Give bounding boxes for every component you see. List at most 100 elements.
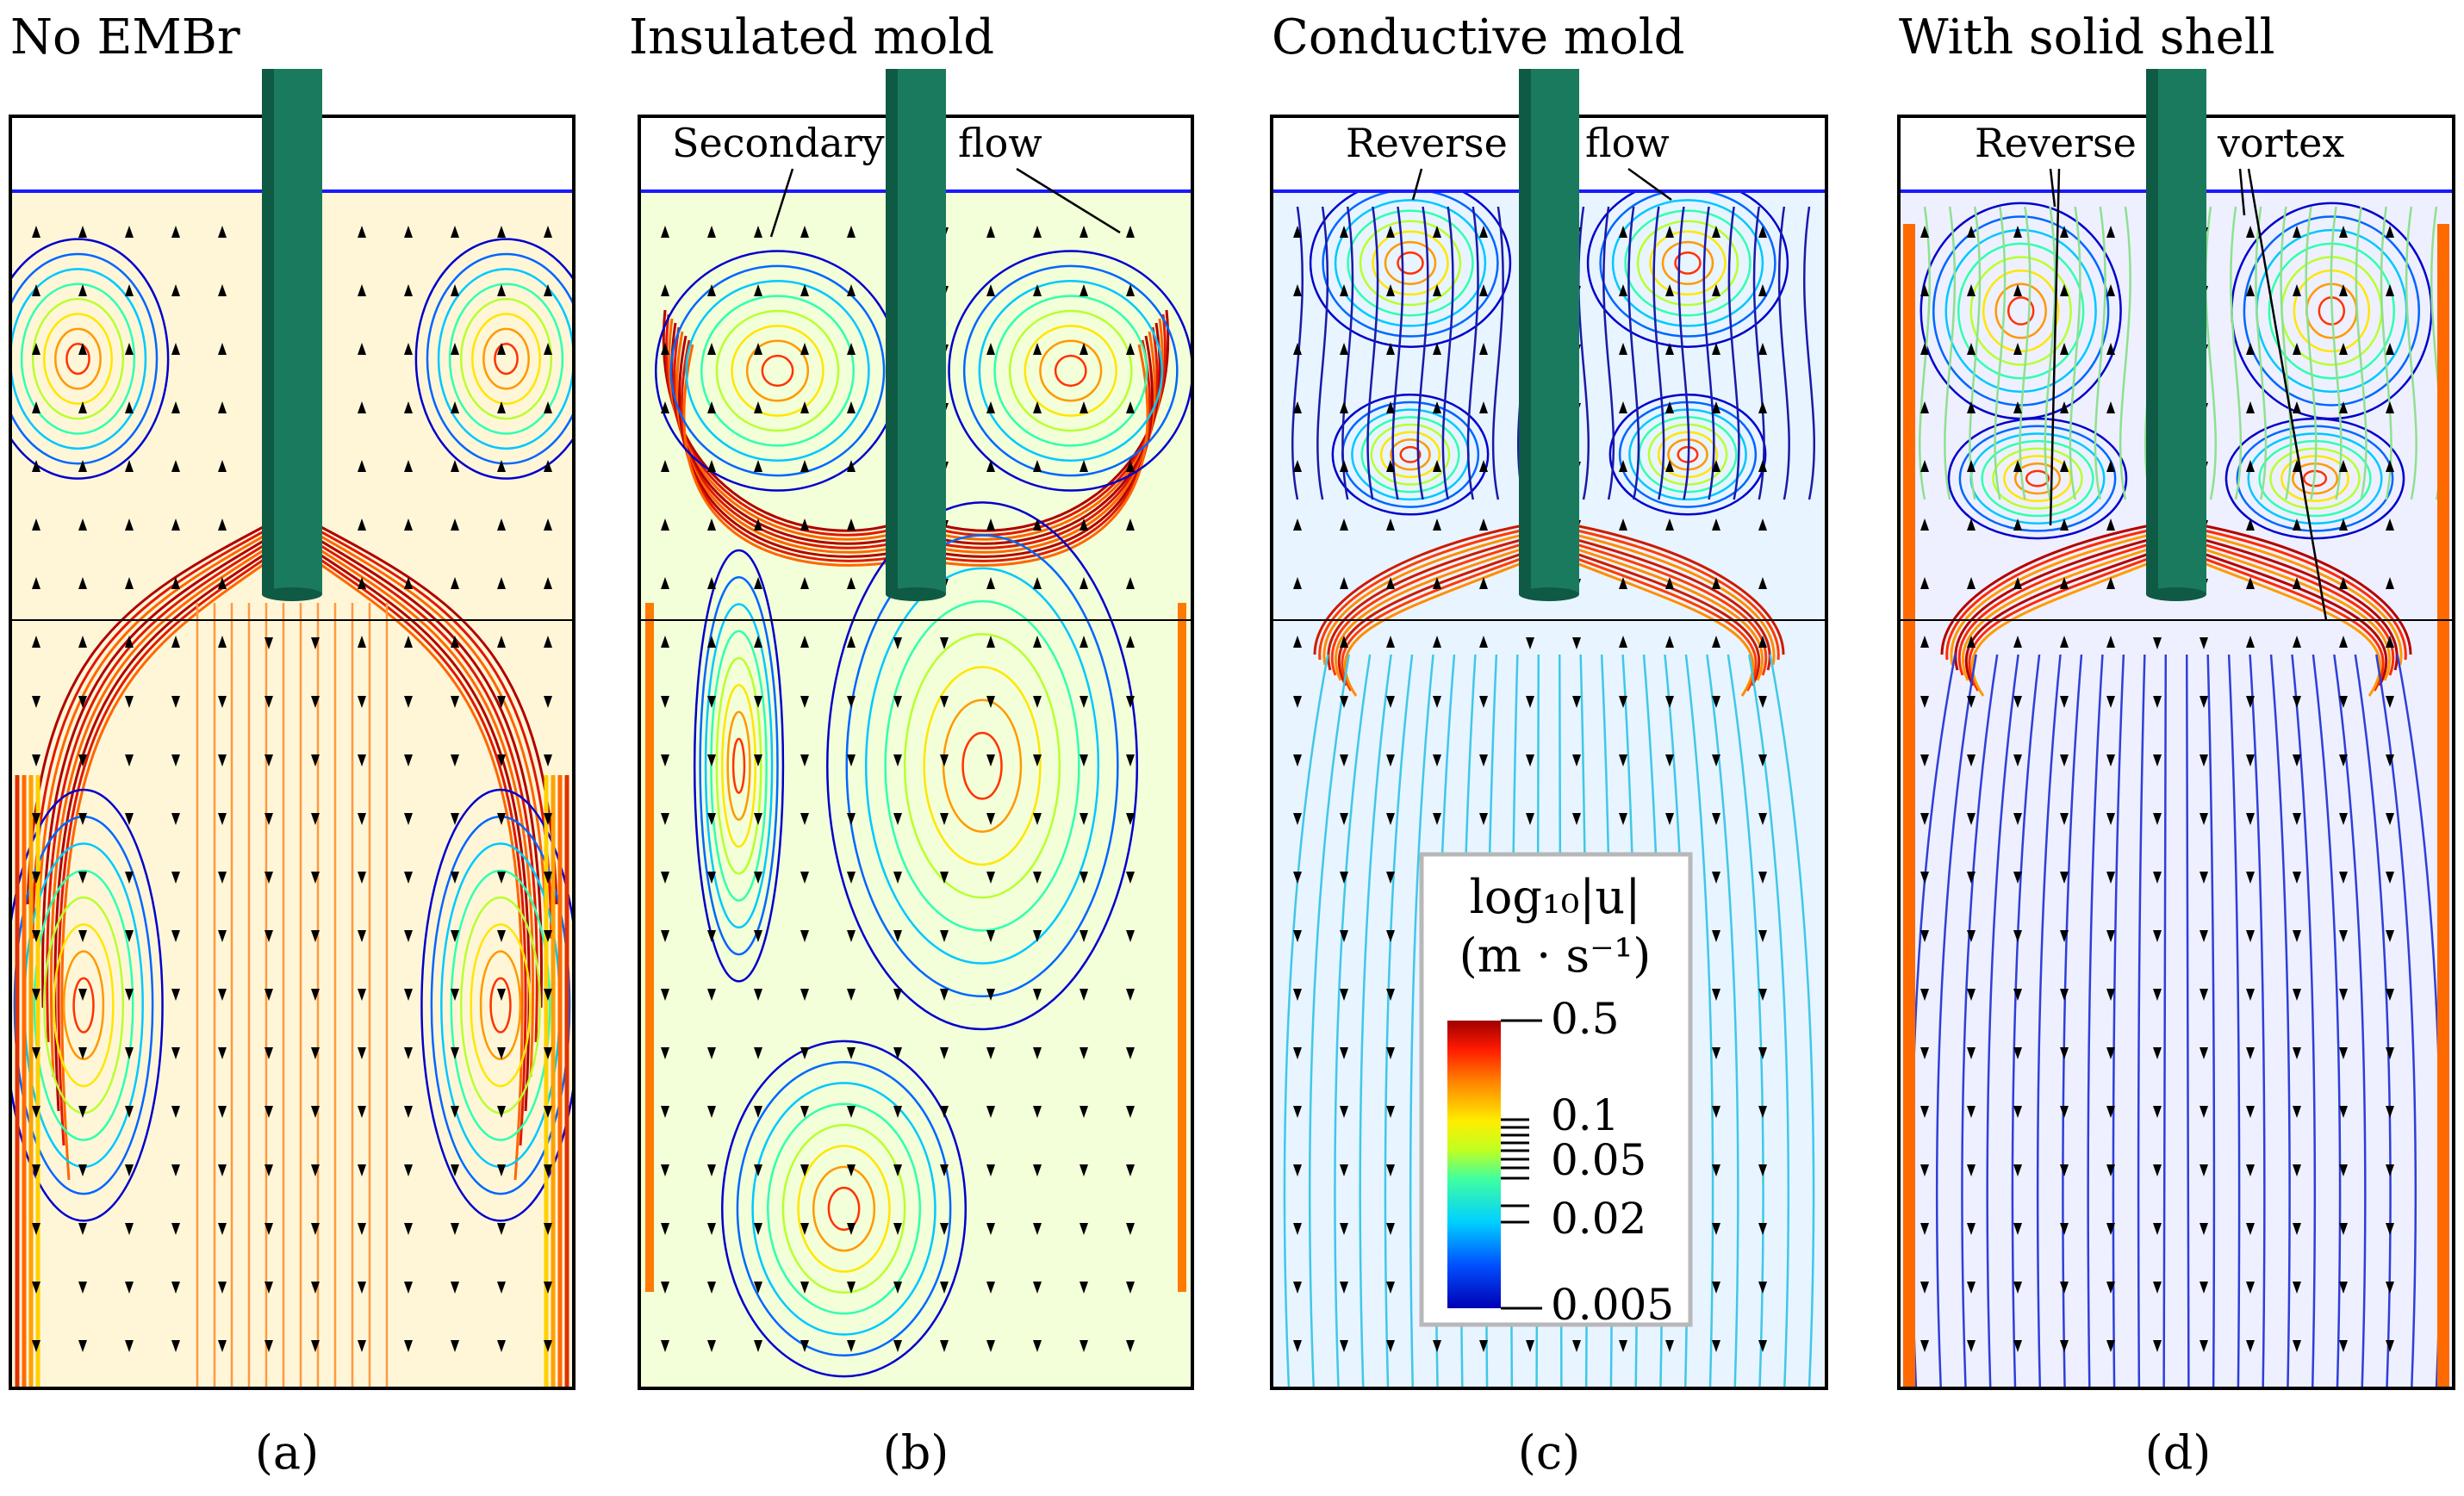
flow-arrow	[1433, 813, 1441, 825]
flow-arrow	[78, 226, 87, 238]
flow-arrow	[1572, 813, 1581, 825]
flow-arrow	[661, 696, 669, 708]
flow-arrow	[1080, 460, 1088, 472]
flow-arrow	[218, 930, 227, 942]
flow-arrow	[2246, 872, 2255, 884]
flow-arrow	[2106, 636, 2115, 648]
nozzle-shade	[262, 69, 274, 594]
flow-arrow	[2339, 1164, 2348, 1176]
flow-arrow	[125, 754, 134, 767]
flow-arrow	[800, 1164, 809, 1176]
flow-arrow	[2106, 284, 2115, 296]
flow-arrow	[358, 1106, 366, 1118]
vortex-ring	[2003, 455, 2072, 502]
flow-arrow	[1340, 1106, 1348, 1118]
flow-arrow	[125, 518, 134, 531]
vortex-ring	[10, 268, 147, 450]
flow-arrow	[1126, 226, 1135, 238]
vortex-ring	[54, 327, 102, 390]
flow-arrow	[2106, 989, 2115, 1001]
flow-arrow	[2060, 284, 2069, 296]
flow-arrow	[1126, 1164, 1135, 1176]
flow-arrow	[1712, 872, 1720, 884]
flow-arrow	[358, 460, 366, 472]
flow-arrow	[497, 460, 506, 472]
jet-streamline	[1322, 533, 1524, 666]
flow-arrow	[893, 1223, 902, 1235]
down-streamline	[1359, 654, 1392, 1388]
vortex-ring	[942, 698, 1023, 833]
flow-arrow	[358, 989, 366, 1001]
vortex-ring	[761, 354, 794, 388]
flow-arrow	[1967, 1164, 1976, 1176]
flow-arrow	[1967, 577, 1976, 589]
vortex-ring	[1981, 439, 2094, 518]
flow-arrow	[1920, 577, 1929, 589]
flow-arrow	[2339, 636, 2348, 648]
jet-streamline	[678, 335, 891, 558]
jet-streamline	[665, 313, 891, 537]
flow-arrow	[2060, 577, 2069, 589]
vortex-ring	[2025, 469, 2050, 487]
flow-arrow	[940, 1282, 949, 1294]
flow-arrow	[544, 1223, 552, 1235]
flow-arrow	[2060, 1106, 2069, 1118]
flow-arrow	[1712, 754, 1720, 767]
flow-arrow	[1340, 1223, 1348, 1235]
jet-streamline	[1574, 543, 1768, 676]
flow-arrow	[893, 754, 902, 767]
flow-arrow	[1386, 930, 1395, 942]
flow-arrow	[1758, 284, 1767, 296]
colorbar-tick-0-05: 0.05	[1551, 1135, 1646, 1185]
flow-arrow	[1340, 518, 1348, 531]
flow-arrow	[451, 930, 459, 942]
flow-arrow	[1712, 696, 1720, 708]
flow-arrow	[1293, 1047, 1302, 1059]
flow-arrow	[1386, 284, 1395, 296]
flow-arrow	[707, 1282, 716, 1294]
flow-arrow	[125, 813, 134, 825]
vortex-ring	[450, 869, 551, 1141]
flow-arrow	[544, 284, 552, 296]
flow-arrow	[2013, 872, 2022, 884]
flow-arrow	[2013, 343, 2022, 355]
flow-arrow	[451, 696, 459, 708]
jet-streamline	[317, 556, 527, 1146]
flow-arrow	[986, 460, 995, 472]
flow-arrow	[264, 1164, 273, 1176]
vortex-ring	[2243, 215, 2421, 407]
flow-arrow	[2293, 1164, 2301, 1176]
flow-arrow	[800, 872, 809, 884]
flow-arrow	[707, 636, 716, 648]
down-streamline	[2291, 654, 2317, 1388]
flow-arrow	[754, 1340, 762, 1352]
flow-arrow	[2013, 930, 2022, 942]
jet-streamline	[1574, 524, 1785, 655]
flow-arrow	[800, 401, 809, 413]
flow-arrow	[78, 577, 87, 589]
flow-arrow	[1712, 343, 1720, 355]
vortex-ring	[1992, 447, 2083, 510]
vortex-ring	[1347, 209, 1474, 317]
flow-arrow	[451, 343, 459, 355]
flow-arrow	[2153, 1223, 2162, 1235]
flow-arrow	[1758, 460, 1767, 472]
flow-arrow	[171, 1223, 180, 1235]
flow-arrow	[2339, 930, 2348, 942]
vortex-ring	[10, 252, 159, 465]
flow-arrow	[2153, 813, 2162, 825]
flow-arrow	[497, 1223, 506, 1235]
flow-arrow	[264, 813, 273, 825]
flow-arrow	[1479, 636, 1488, 648]
flow-arrow	[311, 872, 320, 884]
flow-arrow	[2106, 518, 2115, 531]
flow-arrow	[2200, 1047, 2208, 1059]
flow-arrow	[1126, 872, 1135, 884]
vortex-ring	[1309, 191, 1512, 348]
flow-arrow	[707, 226, 716, 238]
flow-arrow	[1920, 401, 1929, 413]
flow-arrow	[2293, 518, 2301, 531]
flow-arrow	[358, 636, 366, 648]
upper-streamline	[1994, 206, 2007, 500]
flow-arrow	[358, 1282, 366, 1294]
